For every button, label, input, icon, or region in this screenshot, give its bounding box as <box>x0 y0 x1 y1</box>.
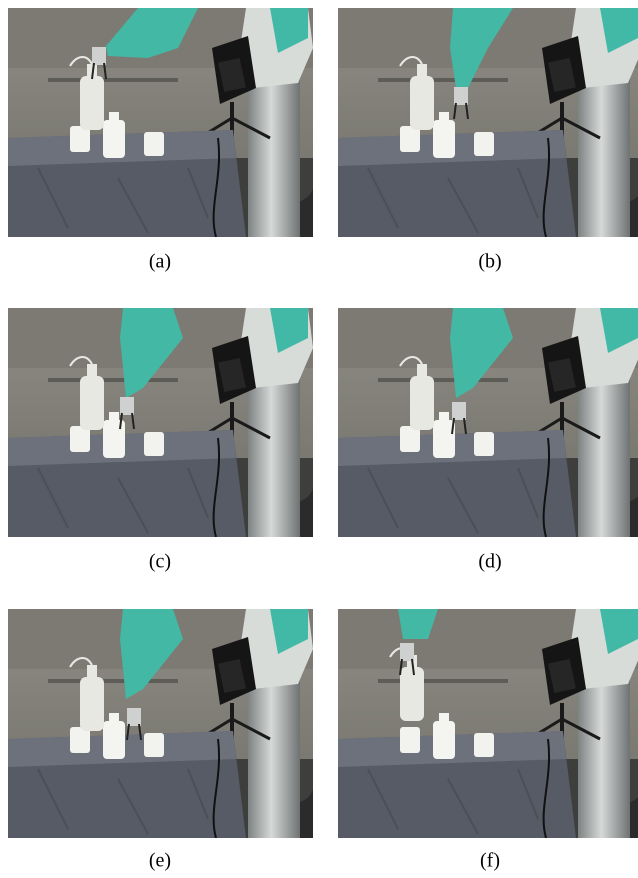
photo <box>338 308 638 537</box>
photo <box>338 8 638 237</box>
caption: (f) <box>480 850 500 872</box>
caption: (a) <box>149 251 171 273</box>
photo <box>8 609 313 838</box>
gripper <box>127 708 141 726</box>
scene <box>338 609 638 838</box>
gripper <box>120 397 134 415</box>
gripper <box>400 643 414 661</box>
caption: (b) <box>478 251 501 273</box>
caption: (d) <box>478 551 501 573</box>
photo <box>338 609 638 838</box>
figure: (a) (b) (c) (d) (e) (f) <box>0 0 638 878</box>
photo <box>8 308 313 537</box>
gripper <box>92 47 106 65</box>
caption: (c) <box>149 551 171 573</box>
gripper <box>454 87 468 105</box>
caption: (e) <box>149 850 171 872</box>
gripper <box>452 402 466 420</box>
photo <box>8 8 313 237</box>
